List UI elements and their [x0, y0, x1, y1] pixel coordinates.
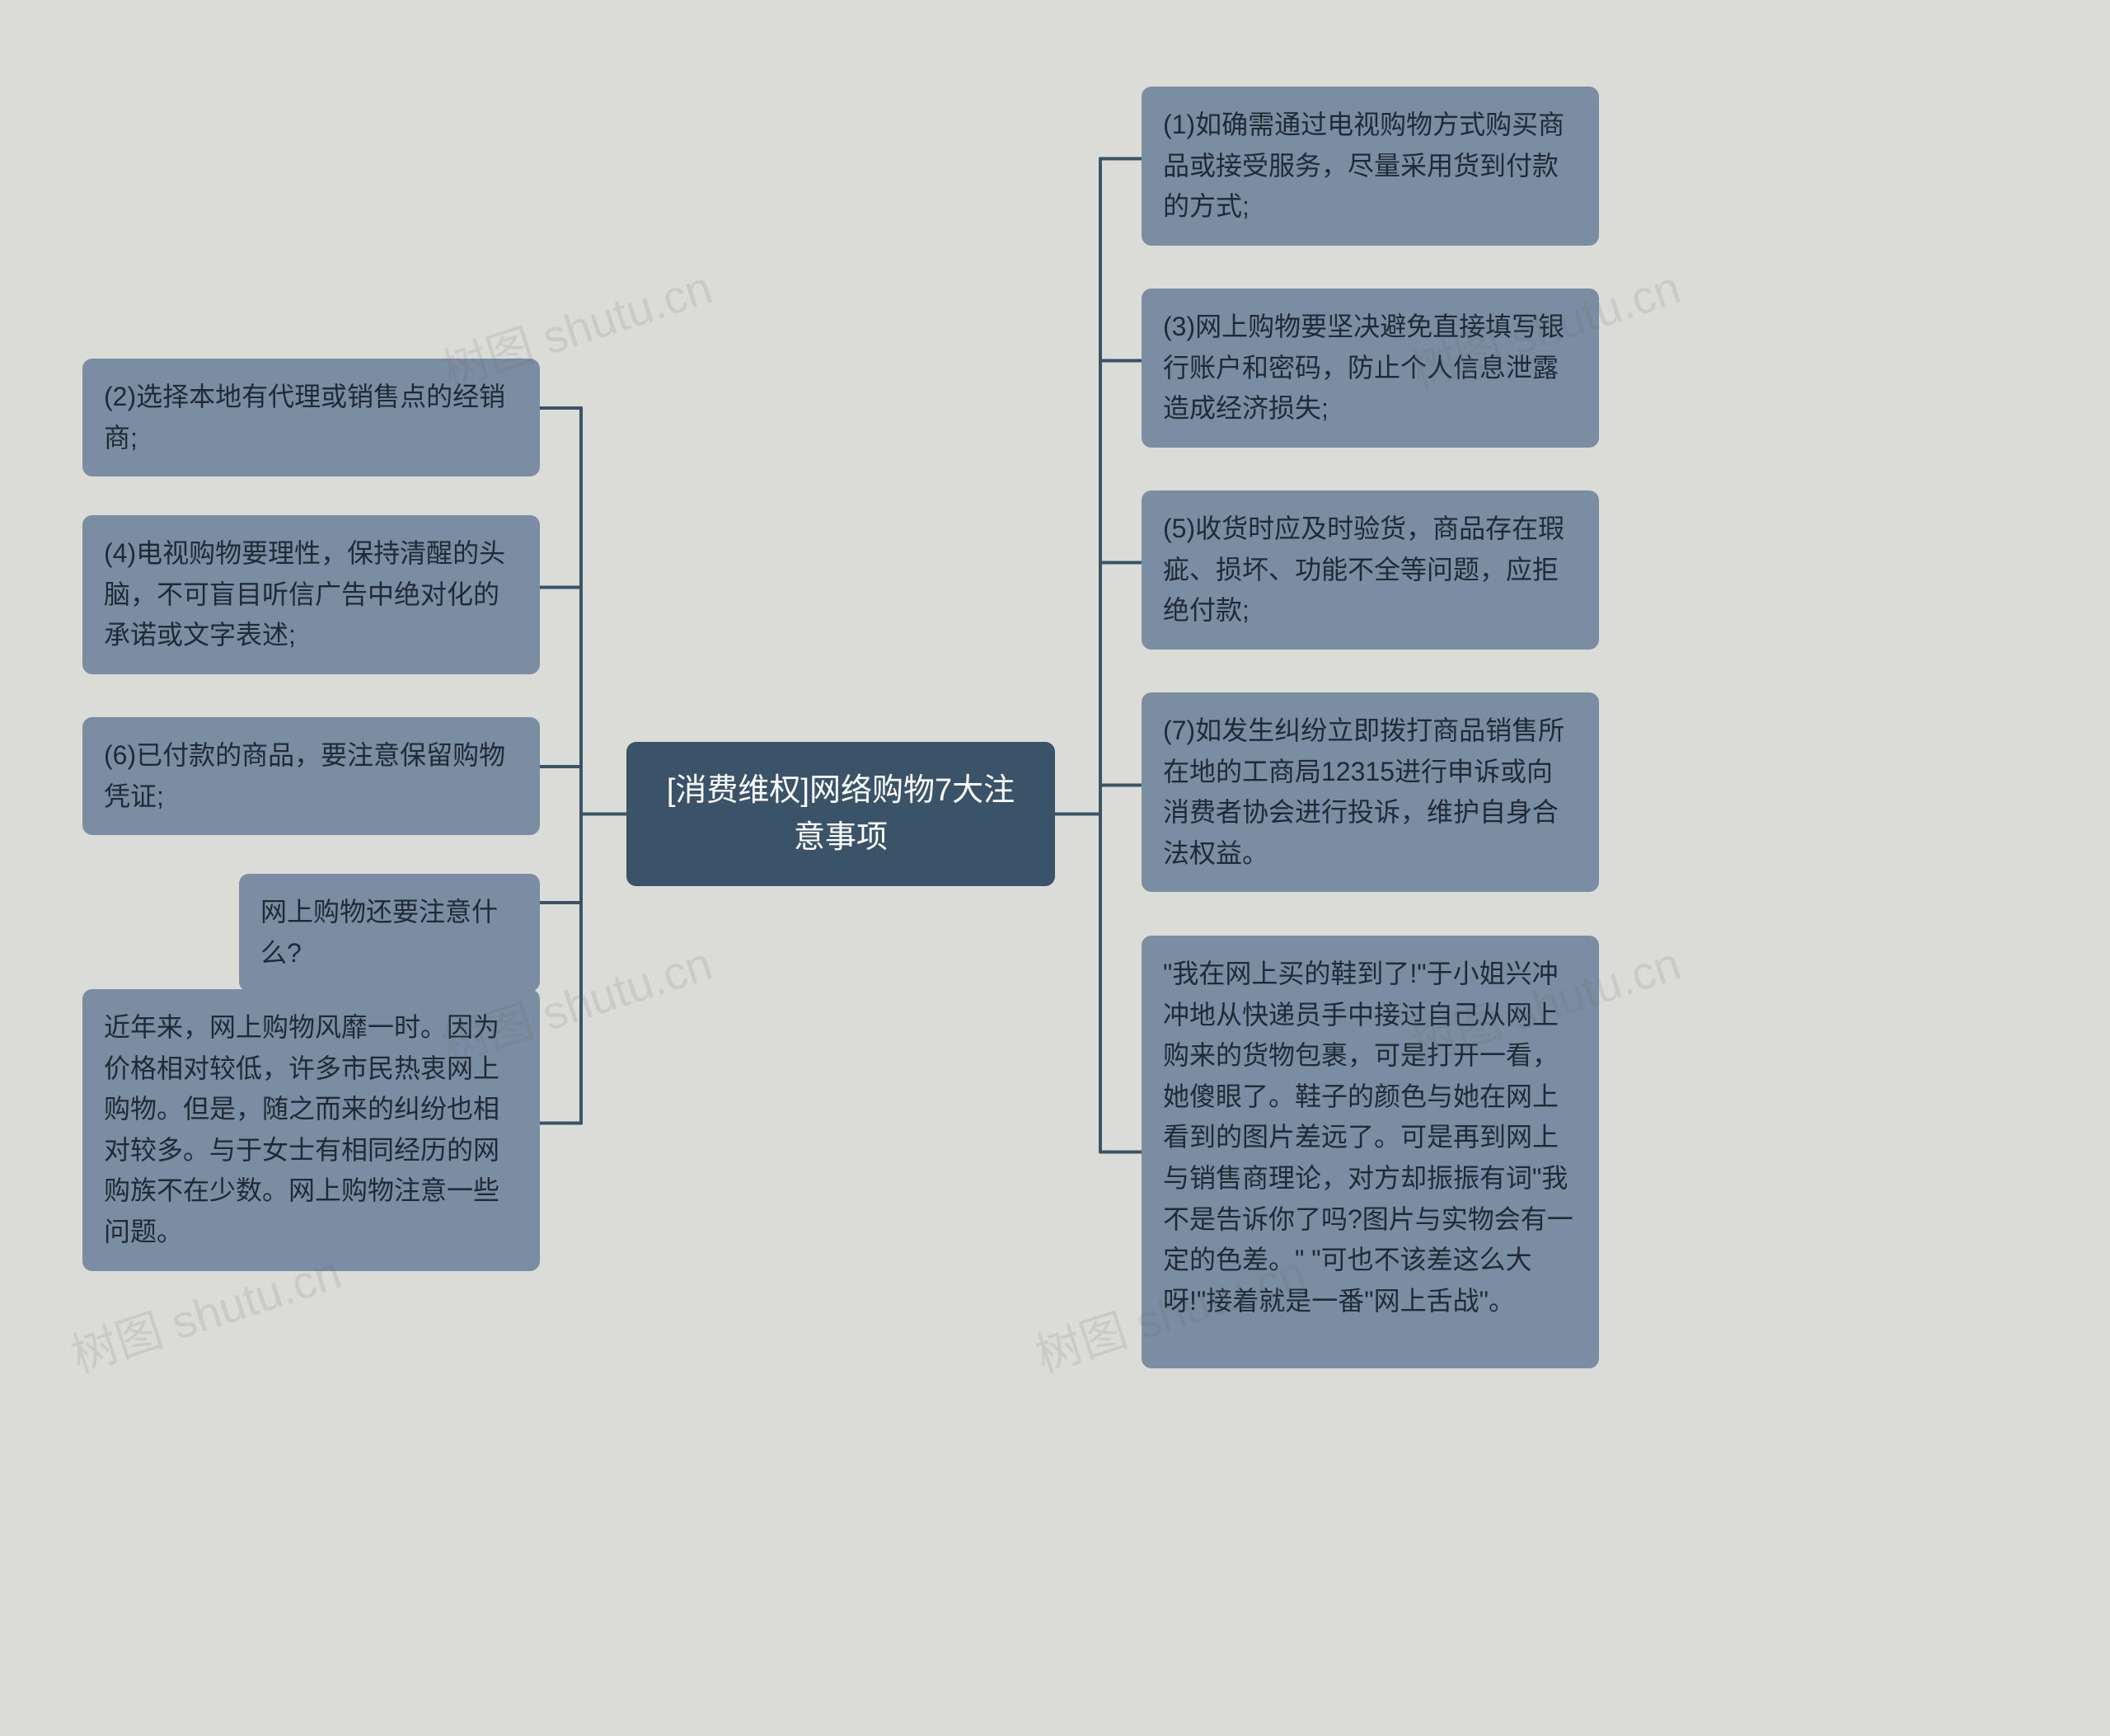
right-node-2: (5)收货时应及时验货，商品存在瑕疵、损坏、功能不全等问题，应拒绝付款;: [1142, 490, 1599, 650]
left-node-2: (6)已付款的商品，要注意保留购物凭证;: [82, 717, 540, 835]
right-node-4: "我在网上买的鞋到了!"于小姐兴冲冲地从快递员手中接过自己从网上购来的货物包裹，…: [1142, 936, 1599, 1368]
right-node-1: (3)网上购物要坚决避免直接填写银行账户和密码，防止个人信息泄露造成经济损失;: [1142, 289, 1599, 448]
right-node-4-text: "我在网上买的鞋到了!"于小姐兴冲冲地从快递员手中接过自己从网上购来的货物包裹，…: [1163, 959, 1573, 1316]
left-node-0-text: (2)选择本地有代理或销售点的经销商;: [104, 382, 505, 453]
right-node-3-text: (7)如发生纠纷立即拨打商品销售所在地的工商局12315进行申诉或向消费者协会进…: [1163, 716, 1564, 868]
left-node-3: 网上购物还要注意什么?: [239, 874, 540, 992]
right-node-1-text: (3)网上购物要坚决避免直接填写银行账户和密码，防止个人信息泄露造成经济损失;: [1163, 312, 1564, 423]
left-node-1-text: (4)电视购物要理性，保持清醒的头脑，不可盲目听信广告中绝对化的承诺或文字表述;: [104, 538, 505, 650]
right-node-2-text: (5)收货时应及时验货，商品存在瑕疵、损坏、功能不全等问题，应拒绝付款;: [1163, 514, 1564, 625]
left-node-3-text: 网上购物还要注意什么?: [260, 897, 498, 968]
right-node-0: (1)如确需通过电视购物方式购买商品或接受服务，尽量采用货到付款的方式;: [1142, 87, 1599, 246]
connector-layer: [0, 0, 2110, 1736]
right-node-0-text: (1)如确需通过电视购物方式购买商品或接受服务，尽量采用货到付款的方式;: [1163, 110, 1564, 221]
left-node-2-text: (6)已付款的商品，要注意保留购物凭证;: [104, 740, 505, 811]
center-topic-text: [消费维权]网络购物7大注意事项: [659, 767, 1022, 861]
left-node-0: (2)选择本地有代理或销售点的经销商;: [82, 359, 540, 476]
right-node-3: (7)如发生纠纷立即拨打商品销售所在地的工商局12315进行申诉或向消费者协会进…: [1142, 692, 1599, 892]
left-node-1: (4)电视购物要理性，保持清醒的头脑，不可盲目听信广告中绝对化的承诺或文字表述;: [82, 515, 540, 674]
left-node-4-text: 近年来，网上购物风靡一时。因为价格相对较低，许多市民热衷网上购物。但是，随之而来…: [104, 1012, 499, 1246]
center-topic: [消费维权]网络购物7大注意事项: [626, 742, 1055, 886]
left-node-4: 近年来，网上购物风靡一时。因为价格相对较低，许多市民热衷网上购物。但是，随之而来…: [82, 989, 540, 1271]
